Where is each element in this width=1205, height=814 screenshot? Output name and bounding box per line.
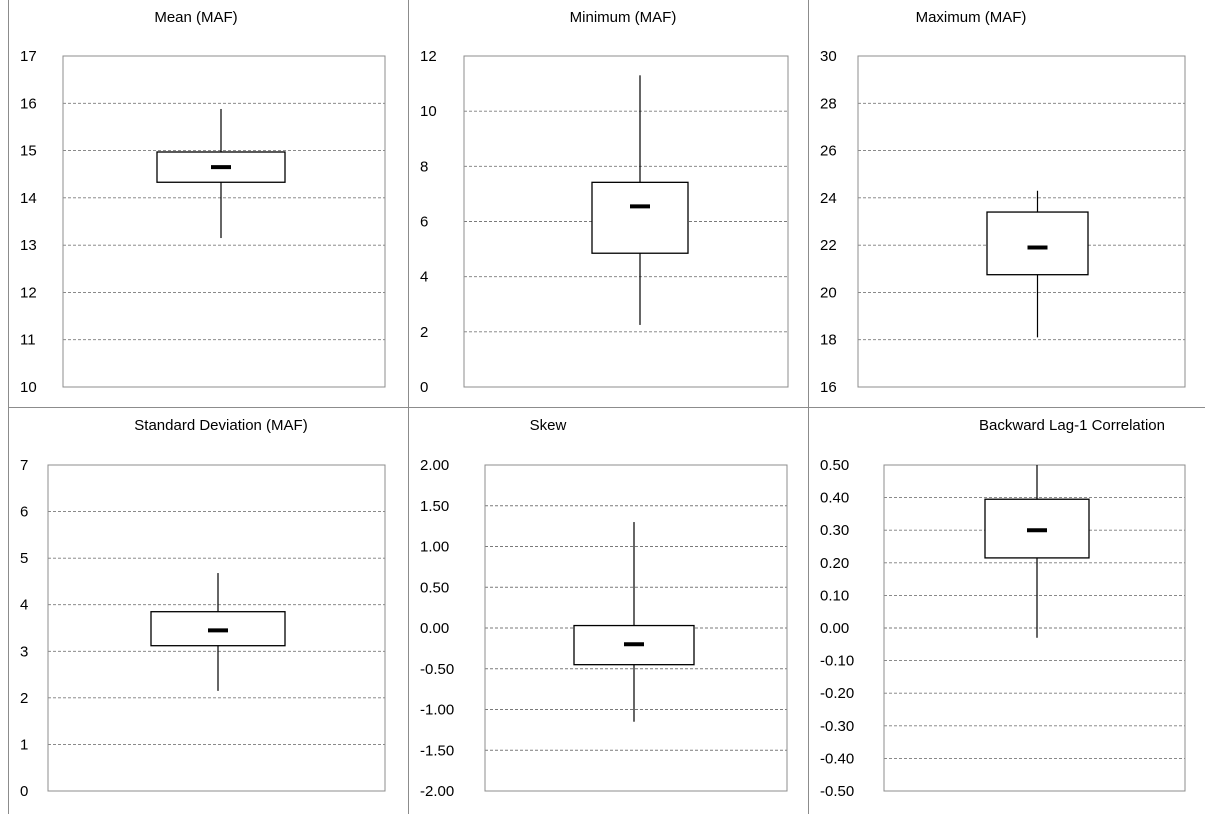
y-tick-label: 11 — [20, 332, 36, 349]
y-tick-label: 2 — [20, 690, 28, 707]
chart-maximum: Maximum (MAF) 16 18 20 22 24 26 28 30 — [820, 9, 1186, 396]
plot-area — [484, 464, 788, 792]
y-tick-label: 4 — [420, 269, 428, 286]
chart-minimum: Minimum (MAF) 0 2 4 6 8 10 12 — [420, 9, 789, 396]
row-divider — [8, 407, 1205, 408]
panel-mean: Mean (MAF) 10 11 12 13 14 15 16 17 — [8, 0, 408, 407]
y-tick-label: 17 — [20, 48, 37, 65]
y-tick-label: 10 — [420, 103, 437, 120]
y-tick-label: 0.10 — [820, 587, 849, 604]
y-tick-label: -0.50 — [820, 783, 854, 800]
y-tick-label: -1.00 — [420, 702, 454, 719]
y-tick-label: 0.00 — [420, 620, 449, 637]
y-tick-label: 12 — [20, 284, 37, 301]
y-tick-label: -0.30 — [820, 718, 854, 735]
y-tick-label: 2 — [420, 324, 428, 341]
y-tick-label: 10 — [20, 379, 37, 396]
chart-standard-deviation: Standard Deviation (MAF) 0 1 2 3 4 5 6 7 — [20, 417, 386, 800]
plot-area — [47, 464, 386, 792]
y-tick-label: 13 — [20, 237, 37, 254]
chart-lag1-correlation: Backward Lag-1 Correlation -0.50 -0.40 -0.3… — [820, 417, 1186, 800]
chart-title: Skew — [530, 417, 567, 434]
y-tick-label: -1.50 — [420, 742, 454, 759]
chart-mean: Mean (MAF) 10 11 12 13 14 15 16 17 — [20, 9, 386, 396]
interquartile-box — [591, 181, 689, 254]
y-tick-label: 15 — [20, 143, 37, 160]
y-tick-label: 1.50 — [420, 498, 449, 515]
chart-skew: Skew -2.00 -1.50 -1.00 -0.50 0.00 0.50 1.00 1.50… — [420, 417, 788, 800]
plot-area — [857, 55, 1186, 388]
chart-title: Standard Deviation (MAF) — [134, 417, 307, 434]
y-tick-label: 22 — [820, 237, 837, 254]
y-tick-label: -0.40 — [820, 750, 854, 767]
panel-standard-deviation: Standard Deviation (MAF) 0 1 2 3 4 5 6 7 — [8, 408, 408, 814]
chart-title: Mean (MAF) — [154, 9, 237, 26]
panel-maximum: Maximum (MAF) 16 18 20 22 24 26 28 30 — [808, 0, 1205, 407]
y-tick-label: 12 — [420, 48, 437, 65]
y-tick-label: 24 — [820, 190, 837, 207]
y-tick-label: -2.00 — [420, 783, 454, 800]
y-tick-label: 1.00 — [420, 539, 449, 556]
chart-title: Backward Lag-1 Correlation — [979, 417, 1165, 434]
y-tick-label: 0.50 — [820, 457, 849, 474]
y-tick-label: -0.20 — [820, 685, 854, 702]
panel-lag1-correlation: Backward Lag-1 Correlation -0.50 -0.40 -0.3… — [808, 408, 1205, 814]
y-tick-label: 6 — [420, 214, 428, 231]
y-tick-label: 2.00 — [420, 457, 449, 474]
y-tick-label: 0.40 — [820, 490, 849, 507]
y-tick-label: 6 — [20, 504, 28, 521]
interquartile-box — [986, 211, 1089, 276]
y-tick-label: 30 — [820, 48, 837, 65]
y-tick-label: 18 — [820, 332, 837, 349]
plot-area — [463, 55, 789, 388]
y-tick-label: 0.20 — [820, 555, 849, 572]
y-tick-label: 0.30 — [820, 522, 849, 539]
y-tick-label: 0.00 — [820, 620, 849, 637]
y-tick-label: 5 — [20, 550, 28, 567]
y-tick-label: 0 — [420, 379, 428, 396]
y-tick-label: 20 — [820, 284, 837, 301]
y-tick-label: 16 — [20, 95, 37, 112]
y-tick-label: 0.50 — [420, 579, 449, 596]
y-tick-label: 7 — [20, 457, 28, 474]
chart-title: Minimum (MAF) — [570, 9, 677, 26]
y-tick-label: 3 — [20, 643, 28, 660]
y-tick-label: 1 — [20, 736, 28, 753]
y-tick-label: -0.50 — [420, 661, 454, 678]
y-tick-label: 28 — [820, 95, 837, 112]
chart-title: Maximum (MAF) — [916, 9, 1027, 26]
y-tick-label: 26 — [820, 143, 837, 160]
y-tick-label: 16 — [820, 379, 837, 396]
y-tick-label: 8 — [420, 158, 428, 175]
plot-area — [62, 55, 386, 388]
panel-minimum: Minimum (MAF) 0 2 4 6 8 10 12 — [408, 0, 808, 407]
y-tick-label: 4 — [20, 597, 28, 614]
y-tick-label: 0 — [20, 783, 28, 800]
y-tick-label: -0.10 — [820, 653, 854, 670]
y-tick-label: 14 — [20, 190, 37, 207]
plot-area — [883, 464, 1186, 792]
panel-skew: Skew -2.00 -1.50 -1.00 -0.50 0.00 0.50 1.00 1.50… — [408, 408, 808, 814]
